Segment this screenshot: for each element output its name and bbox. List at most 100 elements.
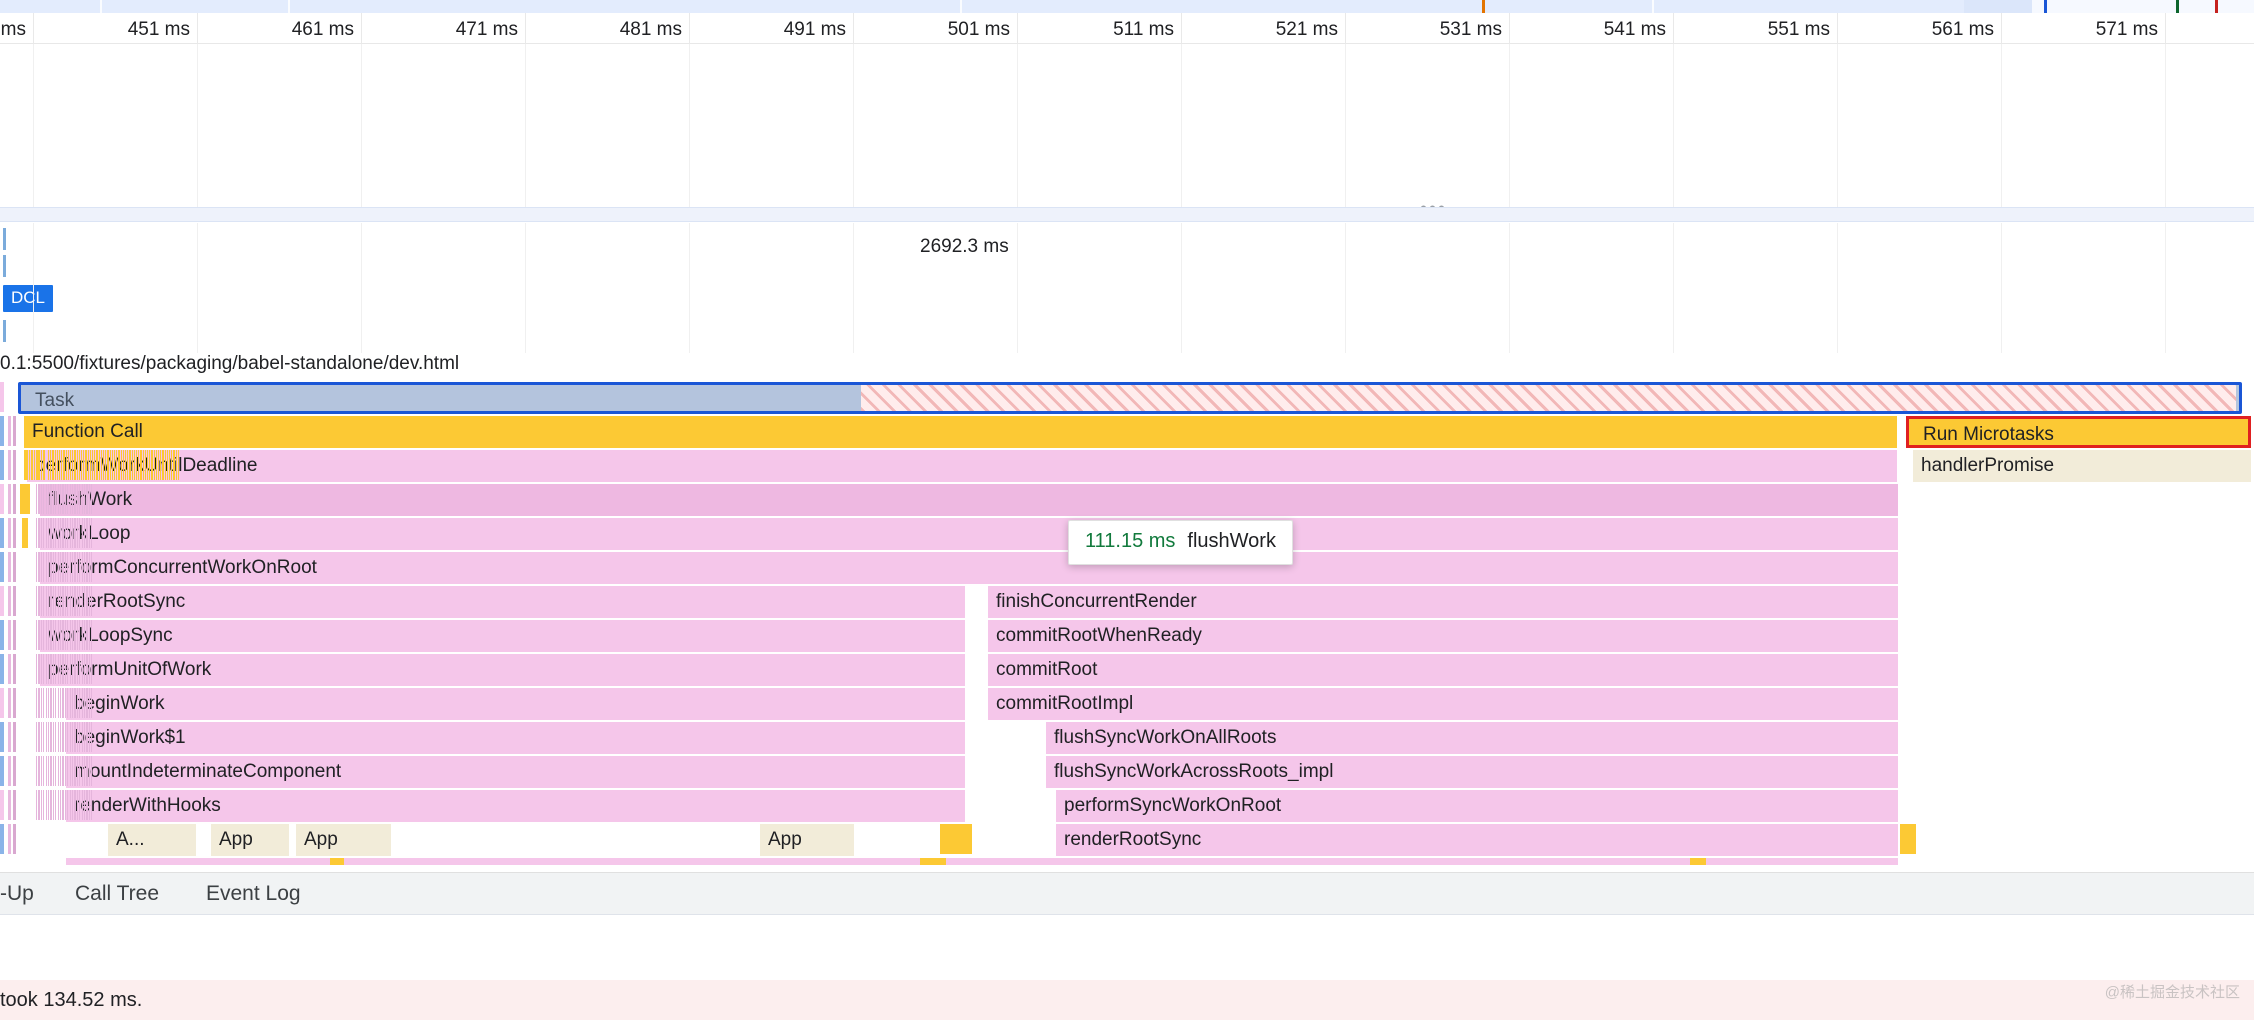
flame-chart-sliver bbox=[125, 450, 127, 480]
flame-chart-event[interactable]: beginWork$1 bbox=[66, 722, 965, 754]
overview-minimap[interactable] bbox=[0, 0, 2254, 13]
flame-chart-sliver bbox=[60, 518, 62, 548]
timeline-ruler[interactable]: 1 ms 451 ms 461 ms 471 ms 481 ms 491 ms 501 ms… bbox=[0, 13, 2254, 44]
flame-chart-event[interactable]: performUnitOfWork bbox=[40, 654, 965, 686]
flame-chart-sliver bbox=[86, 620, 88, 650]
flame-chart-sliver bbox=[40, 790, 42, 820]
flame-chart-event[interactable]: commitRootWhenReady bbox=[988, 620, 1898, 652]
flame-chart-sliver bbox=[166, 450, 169, 480]
flame-chart-sliver bbox=[45, 586, 47, 616]
flame-chart-sliver bbox=[84, 620, 86, 650]
dcl-marker-badge[interactable]: DCL bbox=[3, 285, 54, 312]
flame-chart-sliver bbox=[72, 518, 74, 548]
flame-chart-sliver bbox=[86, 518, 88, 548]
flame-chart-sliver bbox=[69, 654, 71, 684]
flame-chart-sliver bbox=[20, 484, 30, 514]
flame-chart-sliver bbox=[38, 790, 40, 820]
flame-chart-event[interactable]: workLoop bbox=[40, 518, 1898, 550]
flame-chart-sliver bbox=[76, 688, 78, 718]
tab-up[interactable]: -Up bbox=[0, 882, 34, 905]
flame-chart-event[interactable]: flushWork bbox=[40, 484, 1898, 516]
flame-chart-sliver bbox=[74, 552, 76, 582]
flame-chart[interactable]: 0.1:5500/fixtures/packaging/babel-standa… bbox=[0, 353, 2254, 865]
event-tooltip: 111.15 ms flushWork bbox=[1068, 520, 1293, 565]
flame-chart-sliver bbox=[43, 756, 45, 786]
status-message: took 134.52 ms. bbox=[0, 989, 143, 1011]
flame-chart-event[interactable]: beginWork bbox=[66, 688, 965, 720]
flame-chart-sliver bbox=[64, 722, 66, 752]
flame-chart-sliver bbox=[61, 450, 63, 480]
flame-chart-sliver bbox=[40, 620, 42, 650]
panel-divider-top[interactable] bbox=[0, 207, 2254, 222]
flame-chart-sliver bbox=[52, 518, 54, 548]
flame-chart-sliver bbox=[81, 790, 83, 820]
flame-chart-sliver bbox=[67, 722, 69, 752]
flame-chart-sliver bbox=[88, 586, 90, 616]
flame-chart-sliver bbox=[100, 450, 103, 480]
flame-chart-sliver bbox=[43, 484, 45, 514]
flame-chart-sliver bbox=[74, 654, 76, 684]
flame-chart-sliver bbox=[144, 450, 147, 480]
flame-chart-sliver bbox=[0, 552, 4, 582]
flame-chart-sliver bbox=[0, 688, 4, 718]
flame-chart-event[interactable]: Function Call bbox=[24, 416, 1897, 448]
flame-chart-sliver bbox=[0, 620, 4, 650]
tab-event-log[interactable]: Event Log bbox=[206, 882, 301, 905]
flame-chart-event[interactable]: finishConcurrentRender bbox=[988, 586, 1898, 618]
flame-chart-sliver bbox=[24, 450, 26, 480]
flame-chart-sliver bbox=[88, 756, 90, 786]
grid-line bbox=[1837, 223, 1838, 353]
flame-chart-event[interactable]: commitRootImpl bbox=[988, 688, 1898, 720]
flame-chart-event[interactable]: App bbox=[760, 824, 854, 856]
flame-chart-event[interactable]: App bbox=[211, 824, 289, 856]
flame-chart-sliver bbox=[142, 450, 144, 480]
flame-chart-sliver bbox=[8, 620, 11, 650]
flame-chart-sliver bbox=[36, 654, 38, 684]
flame-chart-sliver bbox=[81, 688, 83, 718]
overview-segment bbox=[1654, 0, 1964, 13]
flame-chart-event[interactable]: renderRootSync bbox=[1056, 824, 1898, 856]
flame-chart-event[interactable]: App bbox=[296, 824, 391, 856]
tab-call-tree[interactable]: Call Tree bbox=[75, 882, 160, 905]
flame-chart-event[interactable]: A... bbox=[108, 824, 196, 856]
flame-chart-sliver bbox=[81, 552, 83, 582]
flame-chart-sliver bbox=[1900, 824, 1916, 854]
flame-chart-sliver bbox=[177, 450, 180, 480]
flame-chart-sliver bbox=[0, 824, 4, 854]
flame-chart-sliver bbox=[86, 552, 88, 582]
flame-chart-sliver bbox=[84, 552, 86, 582]
flame-chart-event[interactable]: flushSyncWorkAcrossRoots_impl bbox=[1046, 756, 1898, 788]
flame-chart-sliver bbox=[36, 722, 38, 752]
flame-chart-sliver bbox=[13, 790, 16, 820]
flame-chart-sliver bbox=[89, 450, 92, 480]
flame-chart-sliver bbox=[52, 756, 54, 786]
flame-chart-sliver bbox=[91, 688, 93, 718]
flame-chart-sliver bbox=[69, 552, 71, 582]
flame-chart-sliver bbox=[158, 450, 160, 480]
flame-chart-event[interactable]: commitRoot bbox=[988, 654, 1898, 686]
flame-chart-event[interactable]: mountIndeterminateComponent bbox=[66, 756, 965, 788]
flame-chart-event[interactable]: handlerPromise bbox=[1913, 450, 2251, 482]
flame-chart-sliver bbox=[22, 518, 28, 548]
grid-line bbox=[853, 223, 854, 353]
flame-chart-sliver bbox=[79, 518, 81, 548]
flame-chart-sliver bbox=[40, 552, 42, 582]
flame-chart-event[interactable]: renderWithHooks bbox=[66, 790, 965, 822]
flame-chart-event[interactable]: Run Microtasks bbox=[1906, 416, 2251, 448]
flame-chart-event[interactable]: renderRootSync bbox=[40, 586, 965, 618]
flame-chart-sliver bbox=[48, 688, 50, 718]
flame-chart-sliver bbox=[45, 552, 47, 582]
flame-chart-event[interactable]: performSyncWorkOnRoot bbox=[1056, 790, 1898, 822]
flame-chart-sliver bbox=[79, 620, 81, 650]
flame-chart-event[interactable]: flushSyncWorkOnAllRoots bbox=[1046, 722, 1898, 754]
flame-chart-sliver bbox=[50, 450, 52, 480]
flame-chart-event[interactable]: workLoopSync bbox=[40, 620, 965, 652]
flame-chart-event[interactable]: performConcurrentWorkOnRoot bbox=[40, 552, 1898, 584]
flame-chart-event[interactable]: performWorkUntilDeadline bbox=[27, 450, 1897, 482]
ruler-tick-line bbox=[853, 13, 854, 44]
flame-chart-sliver bbox=[84, 756, 86, 786]
flame-chart-sliver bbox=[79, 688, 81, 718]
flame-chart-sliver bbox=[84, 722, 86, 752]
flame-chart-sliver bbox=[50, 484, 52, 514]
flame-chart-sliver bbox=[79, 484, 81, 514]
